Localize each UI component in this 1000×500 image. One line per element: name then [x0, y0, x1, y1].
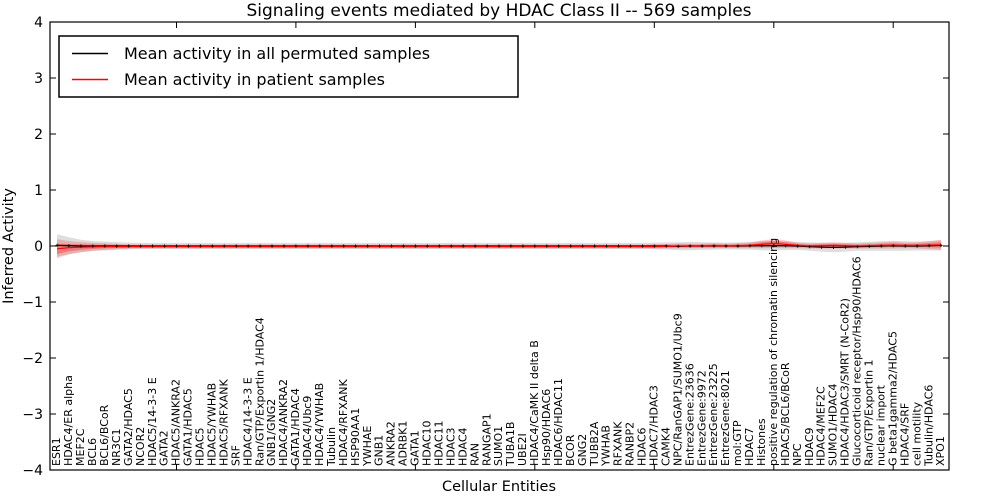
x-tick-label: GNB1: [373, 435, 386, 466]
x-tick-label: EntrezGene:8021: [719, 370, 732, 466]
x-tick-label: G beta1gamma2/HDAC5: [886, 331, 899, 466]
x-tick-label: HDAC11: [433, 420, 446, 466]
x-tick-label: GNB1/GNG2: [265, 399, 278, 466]
x-tick-label: HDAC5/BCL6/BCoR: [779, 362, 792, 466]
x-tick-label: HDAC4/MEF2C: [815, 386, 828, 466]
x-tick-label: EntrezGene:9972: [695, 370, 708, 466]
y-tick-labels: −4 −3 −2 −1 0 1 2 3 4: [22, 15, 43, 479]
x-tick-label: HDAC5/RFXANK: [217, 378, 230, 466]
chart-title: Signaling events mediated by HDAC Class …: [246, 1, 751, 21]
y-tick-label: 2: [34, 127, 43, 143]
x-tick-label: SRF: [229, 445, 242, 466]
x-tick-label: EntrezGene:23636: [683, 363, 696, 466]
x-tick-label: HDAC5/YWHAB: [206, 383, 219, 466]
x-tick-label: mol:GTP: [731, 420, 744, 466]
series-markers: [55, 243, 943, 249]
x-tick-label: EntrezGene:23225: [707, 363, 720, 466]
legend-label-patient: Mean activity in patient samples: [124, 70, 385, 89]
x-tick-label: YWHAE: [361, 426, 374, 467]
x-tick-label: Tubulin: [325, 427, 338, 467]
y-tick-label: 1: [34, 183, 43, 199]
x-tick-label: HDAC4: [456, 427, 469, 466]
x-tick-label: GATA1/HDAC4: [289, 388, 302, 466]
x-tick-label: Ran/GTP/Exportin 1/HDAC4: [253, 317, 266, 466]
x-tick-label: Tubulin/HDAC6: [922, 385, 935, 467]
x-axis-label: Cellular Entities: [442, 479, 556, 495]
legend-label-permuted: Mean activity in all permuted samples: [124, 44, 430, 63]
x-tick-label: YWHAB: [600, 425, 613, 467]
x-tick-label: HDAC4/ANKRA2: [277, 379, 290, 466]
x-tick-label: HDAC5/14-3-3 E: [146, 377, 159, 466]
x-tick-label: HDAC6/HDAC11: [552, 378, 565, 466]
x-tick-label: BCL6: [86, 438, 99, 466]
x-tick-label: Ran/GTP/Exportin 1: [863, 359, 876, 466]
y-tick-label: 0: [34, 239, 43, 255]
x-tick-label: TUBA1B: [504, 422, 517, 467]
x-tick-label: GATA1: [409, 430, 422, 466]
x-tick-label: cell motility: [910, 401, 923, 466]
x-tick-label: HDAC9: [803, 427, 816, 466]
legend: Mean activity in all permuted samples Me…: [58, 35, 519, 98]
x-tick-label: HDAC5: [194, 427, 207, 466]
x-tick-label: HDAC10: [421, 420, 434, 466]
x-tick-label: HDAC3: [444, 427, 457, 466]
y-tick-label: −1: [22, 295, 43, 311]
x-tick-label: SUMO1: [492, 426, 505, 466]
x-tick-label: HDAC4/YWHAB: [313, 383, 326, 466]
x-tick-label: ANKRA2: [385, 421, 398, 466]
y-tick-label: 3: [34, 71, 43, 87]
x-tick-label: HDAC4/ER alpha: [62, 375, 75, 466]
x-tick-label: GATA1/HDAC5: [182, 388, 195, 466]
x-tick-label: XPO1: [934, 436, 947, 466]
confidence-band-patient: [57, 239, 941, 259]
axis-ticks: [50, 21, 949, 471]
x-tick-label: NPC: [791, 443, 804, 466]
x-tick-label: BCOR: [564, 434, 577, 466]
x-tick-label: HDAC4/CaMK II delta B: [528, 340, 541, 466]
y-tick-label: −4: [22, 463, 43, 479]
x-tick-label: HDAC5/ANKRA2: [170, 379, 183, 466]
legend-box: [58, 35, 519, 98]
x-tick-label: TUBB2A: [588, 421, 601, 467]
x-tick-label: HDAC4/Ubc9: [301, 396, 314, 466]
x-tick-label: MEF2C: [74, 428, 87, 466]
x-tick-label: NR3C1: [110, 428, 123, 466]
x-tick-label: GATA2: [158, 430, 171, 466]
y-tick-label: 4: [34, 15, 43, 31]
y-axis-label: Inferred Activity: [1, 188, 17, 304]
x-tick-label: positive regulation of chromatin silenci…: [767, 238, 780, 466]
x-tick-label: Glucocorticoid receptor/Hsp90/HDAC6: [851, 256, 864, 466]
x-tick-label: HDAC4/HDAC3/SMRT (N-CoR2): [839, 298, 852, 466]
x-tick-label: RFXANK: [612, 421, 625, 466]
x-tick-label: GNG2: [576, 434, 589, 466]
x-tick-label: HDAC7: [743, 427, 756, 466]
x-tick-label: Hsp90/HDAC6: [540, 389, 553, 466]
x-tick-label: NCOR2: [134, 427, 147, 466]
x-tick-label: RANBP2: [624, 422, 637, 466]
x-tick-label: ESR1: [50, 437, 63, 466]
x-tick-label: BCL6/BCoR: [98, 404, 111, 466]
x-tick-label: SUMO1/HDAC4: [827, 384, 840, 466]
y-tick-label: −3: [22, 407, 43, 423]
x-tick-label: RAN: [468, 443, 481, 466]
x-tick-label: NPC/RanGAP1/SUMO1/Ubc9: [671, 313, 684, 466]
x-tick-label: HDAC7/HDAC3: [648, 385, 661, 466]
x-tick-label: HSP90AA1: [349, 408, 362, 466]
y-tick-label: −2: [22, 351, 43, 367]
x-tick-label: HDAC4/14-3-3 E: [241, 377, 254, 466]
x-tick-label: RANGAP1: [480, 413, 493, 466]
x-tick-label: HDAC4/RFXANK: [337, 378, 350, 466]
x-tick-label: nuclear import: [875, 384, 888, 466]
x-tick-label: UBE2I: [516, 433, 529, 466]
x-tick-label: HDAC6: [636, 427, 649, 466]
plus-markers: [55, 243, 943, 249]
x-tick-label: GATA2/HDAC5: [122, 388, 135, 466]
x-tick-label: ADRBK1: [397, 421, 410, 466]
x-tick-label: Histones: [755, 418, 768, 466]
x-tick-label: HDAC4/SRF: [898, 403, 911, 466]
x-tick-label: CAMK4: [659, 427, 672, 466]
